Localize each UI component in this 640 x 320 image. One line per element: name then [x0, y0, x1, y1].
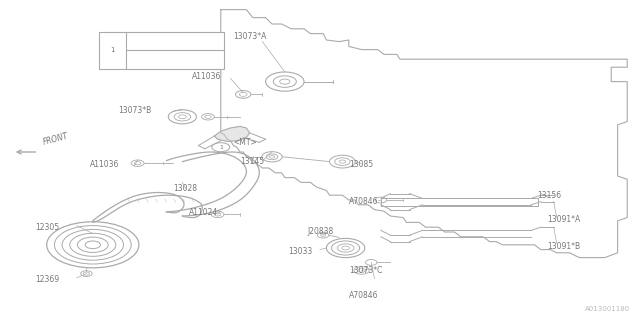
- Text: 12305: 12305: [35, 223, 60, 232]
- Text: 13028: 13028: [173, 184, 197, 193]
- Text: 1: 1: [110, 47, 115, 53]
- Text: 13033: 13033: [288, 247, 312, 256]
- Text: 13091*A: 13091*A: [547, 215, 580, 224]
- Text: A11024: A11024: [189, 208, 218, 217]
- Text: J20838: J20838: [307, 228, 333, 236]
- Text: A7068(-0609): A7068(-0609): [131, 38, 179, 44]
- Text: 13073*C: 13073*C: [349, 266, 382, 275]
- Text: 12369: 12369: [35, 276, 60, 284]
- Polygon shape: [214, 126, 250, 141]
- Text: 13145: 13145: [240, 157, 264, 166]
- Text: <MT>: <MT>: [234, 138, 257, 147]
- Text: A11036: A11036: [90, 160, 119, 169]
- Text: 13156: 13156: [538, 191, 562, 200]
- Text: 13073*B: 13073*B: [118, 106, 152, 115]
- Text: 13091*B: 13091*B: [547, 242, 580, 251]
- Text: A70846: A70846: [349, 292, 378, 300]
- Text: 0104S (0610-): 0104S (0610-): [131, 56, 181, 63]
- Text: 13085: 13085: [349, 160, 373, 169]
- Text: FRONT: FRONT: [42, 132, 69, 147]
- Text: A013001180: A013001180: [585, 306, 630, 312]
- Text: A70846: A70846: [349, 197, 378, 206]
- Text: A11036: A11036: [192, 72, 221, 81]
- Text: 1: 1: [219, 145, 223, 150]
- Text: 13073*A: 13073*A: [234, 32, 267, 41]
- Bar: [99, 32, 224, 69]
